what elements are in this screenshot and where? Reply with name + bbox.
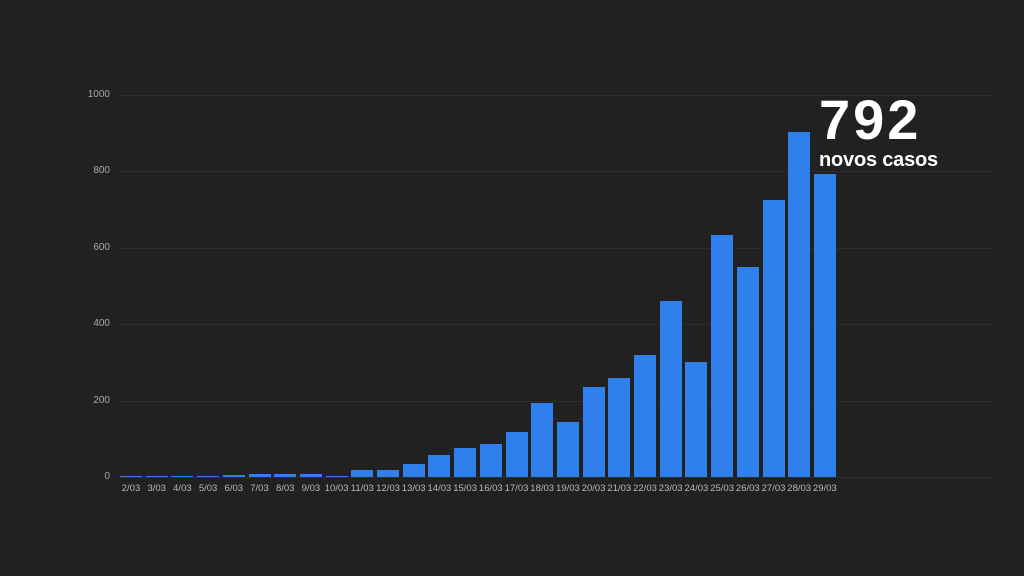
x-axis-tick-label: 27/03 [761, 483, 786, 494]
x-axis-tick-label: 18/03 [530, 483, 555, 494]
bar-23-03 [659, 301, 682, 477]
x-axis-tick-label: 16/03 [478, 483, 503, 494]
bar-29-03 [813, 174, 836, 477]
highlight-callout: 792 novos casos [819, 88, 938, 172]
bar-4-03 [171, 476, 194, 477]
x-axis-tick-label: 9/03 [301, 483, 321, 494]
x-axis-tick-label: 4/03 [173, 483, 192, 494]
bar-24-03 [685, 361, 708, 477]
bar-19-03 [556, 422, 579, 477]
x-axis-tick-label: 20/03 [581, 483, 606, 494]
highlight-label: novos casos [819, 148, 938, 171]
gridline-400 [118, 324, 995, 326]
x-axis-tick-label: 22/03 [633, 483, 657, 494]
bar-6-03 [222, 475, 245, 477]
bar-27-03 [762, 200, 785, 477]
x-axis-tick-label: 15/03 [453, 483, 477, 494]
x-axis-tick-label: 25/03 [710, 483, 734, 494]
bar-16-03 [479, 444, 502, 477]
x-axis-tick-label: 21/03 [607, 483, 632, 494]
bar-15-03 [454, 447, 477, 477]
y-axis-tick-label: 1000 [87, 89, 110, 100]
y-axis-tick-label: 0 [104, 471, 110, 482]
bar-11-03 [351, 470, 374, 477]
highlight-value: 792 [819, 88, 922, 151]
bar-22-03 [634, 354, 656, 477]
bar-20-03 [582, 387, 605, 477]
y-axis-tick-label: 200 [93, 394, 110, 406]
bar-8-03 [274, 473, 297, 477]
y-axis-tick-label: 800 [93, 165, 110, 177]
x-axis-tick-label: 5/03 [198, 483, 218, 494]
x-axis-tick-label: 11/03 [350, 483, 374, 494]
x-axis-tick-label: 17/03 [504, 483, 529, 494]
bar-14-03 [428, 455, 451, 477]
x-axis-tick-label: 28/03 [787, 483, 812, 494]
x-axis-tick-label: 2/03 [121, 483, 141, 494]
bar-18-03 [531, 402, 554, 477]
x-axis-tick-label: 26/03 [735, 483, 760, 494]
bar-3-03 [145, 476, 168, 477]
gridline-0 [118, 477, 995, 478]
x-axis-tick-label: 19/03 [556, 483, 580, 494]
bar-17-03 [505, 432, 528, 477]
x-axis-tick-label: 8/03 [275, 483, 295, 494]
bar-7-03 [248, 473, 271, 477]
x-axis-tick-label: 12/03 [376, 483, 400, 494]
x-axis-tick-label: 10/03 [324, 483, 349, 494]
bar-5-03 [197, 475, 220, 477]
y-axis-tick-label: 600 [93, 241, 110, 253]
x-axis-tick-label: 6/03 [224, 483, 244, 494]
gridline-200 [118, 400, 995, 402]
bar-21-03 [608, 377, 631, 477]
x-axis-tick-label: 7/03 [250, 483, 269, 494]
bar-2-03 [120, 476, 142, 477]
bar-26-03 [736, 267, 759, 477]
gridline-600 [118, 247, 995, 249]
x-axis-tick-label: 24/03 [684, 483, 709, 494]
gridline-1000 [118, 95, 995, 96]
y-axis-tick-label: 400 [93, 318, 110, 330]
x-axis-tick-label: 23/03 [658, 483, 683, 494]
bar-12-03 [377, 469, 399, 477]
gridline-800 [118, 171, 995, 173]
bar-10-03 [325, 476, 348, 477]
x-axis-tick-label: 29/03 [813, 483, 837, 494]
x-axis-tick-label: 14/03 [427, 483, 452, 494]
x-axis-tick-label: 3/03 [147, 483, 166, 494]
bar-13-03 [402, 464, 425, 477]
x-axis-tick-label: 13/03 [401, 483, 426, 494]
bar-25-03 [711, 235, 734, 477]
bar-9-03 [299, 473, 322, 477]
bar-28-03 [788, 132, 811, 477]
